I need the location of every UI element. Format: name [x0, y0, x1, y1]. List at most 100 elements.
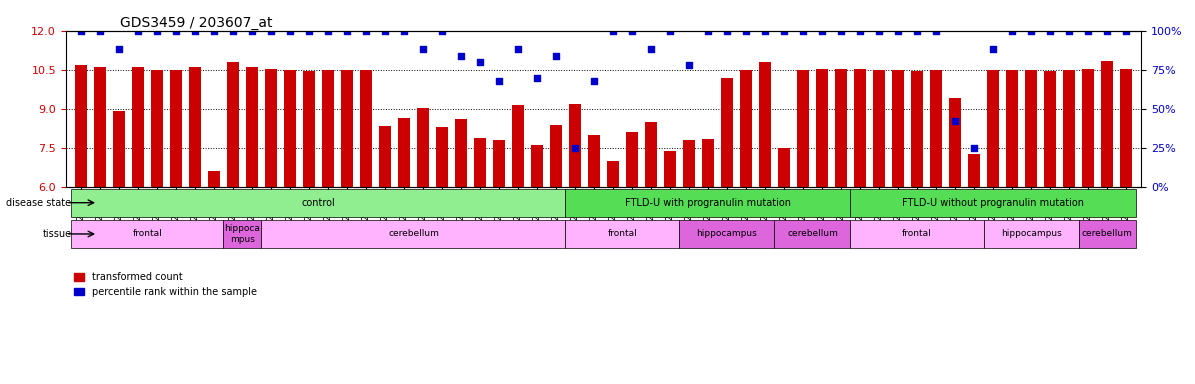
Point: [1097, 28, 1116, 34]
Point: [185, 28, 204, 34]
Text: FTLD-U without progranulin mutation: FTLD-U without progranulin mutation: [902, 198, 1084, 208]
Point: [774, 28, 793, 34]
FancyBboxPatch shape: [565, 220, 680, 248]
Point: [832, 28, 851, 34]
Bar: [550, 124, 562, 187]
Bar: [114, 111, 124, 187]
Bar: [1102, 61, 1113, 187]
Point: [813, 28, 832, 34]
Legend: transformed count, percentile rank within the sample: transformed count, percentile rank withi…: [71, 268, 261, 301]
Text: cerebellum: cerebellum: [1081, 230, 1133, 238]
Point: [698, 28, 717, 34]
Bar: [436, 127, 448, 187]
Bar: [94, 67, 105, 187]
Point: [110, 46, 129, 53]
FancyBboxPatch shape: [983, 220, 1079, 248]
Bar: [265, 68, 277, 187]
Point: [356, 28, 375, 34]
Point: [926, 28, 945, 34]
Bar: [1083, 68, 1093, 187]
Bar: [854, 68, 865, 187]
Point: [1022, 28, 1041, 34]
Point: [755, 28, 774, 34]
Bar: [626, 132, 638, 187]
Point: [736, 28, 755, 34]
Bar: [208, 171, 220, 187]
Point: [1116, 28, 1135, 34]
Point: [527, 74, 546, 81]
Bar: [912, 71, 923, 187]
Text: disease state: disease state: [6, 198, 72, 208]
Point: [375, 28, 394, 34]
Bar: [740, 70, 752, 187]
Point: [147, 28, 166, 34]
Point: [661, 28, 680, 34]
Point: [642, 46, 661, 53]
Point: [337, 28, 356, 34]
FancyBboxPatch shape: [851, 189, 1135, 217]
Point: [603, 28, 623, 34]
Bar: [1006, 70, 1018, 187]
Point: [717, 28, 736, 34]
Point: [223, 28, 243, 34]
Bar: [398, 118, 410, 187]
Point: [281, 28, 300, 34]
Bar: [1121, 68, 1132, 187]
Bar: [342, 70, 353, 187]
Bar: [170, 70, 182, 187]
Bar: [227, 62, 239, 187]
Bar: [133, 67, 143, 187]
Point: [565, 145, 584, 151]
Bar: [532, 146, 543, 187]
Point: [490, 78, 509, 84]
Bar: [607, 161, 619, 187]
Bar: [246, 67, 258, 187]
Bar: [816, 68, 828, 187]
Bar: [759, 62, 771, 187]
Bar: [304, 71, 314, 187]
Point: [584, 78, 603, 84]
Point: [166, 28, 185, 34]
FancyBboxPatch shape: [565, 189, 851, 217]
Text: cerebellum: cerebellum: [788, 230, 838, 238]
Bar: [797, 70, 809, 187]
Bar: [569, 104, 581, 187]
Text: hippocampus: hippocampus: [1000, 230, 1061, 238]
Point: [546, 53, 565, 59]
Point: [851, 28, 870, 34]
Text: hippoca
mpus: hippoca mpus: [225, 224, 261, 244]
Point: [623, 28, 642, 34]
Text: FTLD-U with progranulin mutation: FTLD-U with progranulin mutation: [625, 198, 791, 208]
Point: [471, 59, 490, 65]
Bar: [893, 70, 903, 187]
Text: tissue: tissue: [42, 229, 72, 239]
Point: [300, 28, 319, 34]
Bar: [455, 119, 467, 187]
Point: [888, 28, 907, 34]
Bar: [987, 70, 999, 187]
Bar: [930, 70, 942, 187]
Bar: [1064, 70, 1074, 187]
Point: [413, 46, 433, 53]
Bar: [778, 148, 790, 187]
Point: [964, 145, 983, 151]
Bar: [722, 78, 733, 187]
Bar: [949, 98, 961, 187]
Point: [128, 28, 147, 34]
Bar: [379, 126, 391, 187]
FancyBboxPatch shape: [72, 220, 223, 248]
Point: [204, 28, 223, 34]
Point: [680, 62, 699, 68]
Bar: [703, 139, 713, 187]
FancyBboxPatch shape: [851, 220, 983, 248]
Text: hippocampus: hippocampus: [697, 230, 758, 238]
Bar: [284, 70, 295, 187]
Point: [452, 53, 471, 59]
FancyBboxPatch shape: [1079, 220, 1135, 248]
Point: [793, 28, 813, 34]
Text: control: control: [301, 198, 336, 208]
FancyBboxPatch shape: [223, 220, 262, 248]
Bar: [645, 122, 657, 187]
Point: [508, 46, 527, 53]
Bar: [513, 105, 523, 187]
